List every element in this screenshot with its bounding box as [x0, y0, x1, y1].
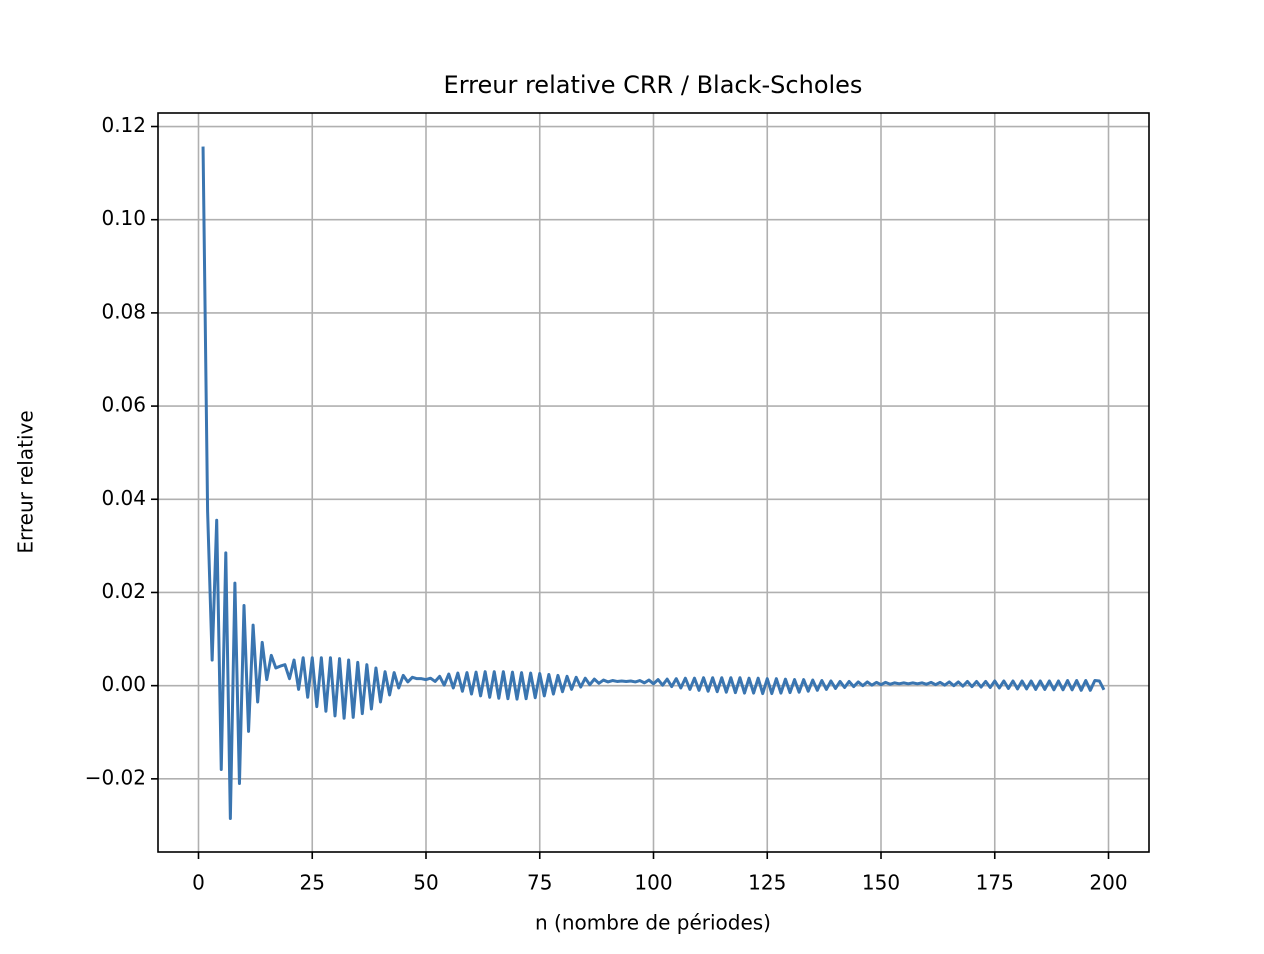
x-tick-label: 100	[634, 871, 672, 895]
y-tick-label: 0.12	[101, 113, 146, 137]
plot-frame	[157, 112, 1150, 853]
x-tick-label: 0	[192, 871, 205, 895]
x-tick-label: 175	[976, 871, 1014, 895]
x-tick-label: 125	[748, 871, 786, 895]
x-tick-label: 200	[1089, 871, 1127, 895]
y-tick-label: 0.00	[101, 672, 146, 696]
y-tick-label: 0.02	[101, 579, 146, 603]
y-axis-label: Erreur relative	[14, 410, 38, 553]
x-tick-label: 25	[300, 871, 325, 895]
y-tick-label: 0.08	[101, 299, 146, 323]
data-line	[201, 146, 1106, 820]
y-tick-label: −0.02	[85, 765, 146, 789]
x-tick-label: 150	[862, 871, 900, 895]
x-axis-label: n (nombre de périodes)	[535, 911, 771, 935]
y-tick-label: 0.06	[101, 393, 146, 417]
chart-title: Erreur relative CRR / Black-Scholes	[444, 71, 863, 99]
x-tick-label: 50	[413, 871, 438, 895]
y-tick-label: 0.10	[101, 206, 146, 230]
y-tick-label: 0.04	[101, 486, 146, 510]
x-tick-label: 75	[527, 871, 552, 895]
